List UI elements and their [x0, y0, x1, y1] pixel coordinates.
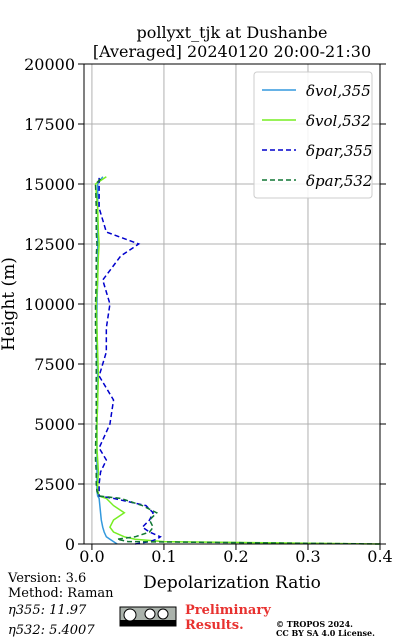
y-tick-label: 2500 [34, 475, 75, 494]
x-tick-label: 0.3 [295, 547, 320, 566]
chart-title: pollyxt_tjk at Dushanbe [136, 23, 327, 42]
version: Version: 3.6 [7, 571, 86, 586]
x-tick-label: 0.0 [79, 547, 104, 566]
profile-line [94, 176, 381, 545]
y-tick-label: 17500 [24, 115, 75, 134]
plot-frame [83, 63, 381, 545]
eta532: η532: 5.4007 [8, 623, 95, 638]
legend-label: δvol,355 [306, 82, 371, 100]
legend-box [253, 71, 373, 199]
profile-line [96, 176, 118, 545]
license: CC BY SA 4.0 License. [276, 628, 375, 638]
legend-label: δpar,355 [306, 142, 373, 160]
legend-label: δpar,532 [306, 172, 373, 190]
footer: Version: 3.6 Method: Raman η355: 11.97 η… [7, 571, 375, 638]
y-tick-label: 7500 [34, 355, 75, 374]
y-tick-label: 15000 [24, 175, 75, 194]
profile-line [94, 176, 381, 545]
x-tick-label: 0.1 [151, 547, 176, 566]
y-tick-label: 5000 [34, 415, 75, 434]
preliminary: Preliminary [185, 603, 271, 618]
legend-label: δvol,532 [306, 112, 371, 130]
method: Method: Raman [8, 586, 114, 601]
x-tick-label: 0.4 [367, 547, 392, 566]
y-tick-label: 20000 [24, 55, 75, 74]
x-axis-label: Depolarization Ratio [143, 573, 321, 593]
chart-subtitle: [Averaged] 20240120 20:00-21:30 [93, 42, 371, 61]
cc-badge [119, 606, 177, 627]
y-tick-label: 0 [65, 535, 75, 554]
eta355: η355: 11.97 [8, 603, 87, 618]
y-tick-label: 10000 [24, 295, 75, 314]
y-axis-label: Height (m) [0, 257, 19, 351]
profile-line [98, 176, 162, 545]
x-tick-label: 0.2 [223, 547, 248, 566]
results: Results. [185, 618, 244, 633]
legend: δvol,355 δvol,532 δpar,355 δpar,532 [253, 71, 373, 199]
copyright: © TROPOS 2024. [276, 619, 353, 629]
y-tick-label: 12500 [24, 235, 75, 254]
